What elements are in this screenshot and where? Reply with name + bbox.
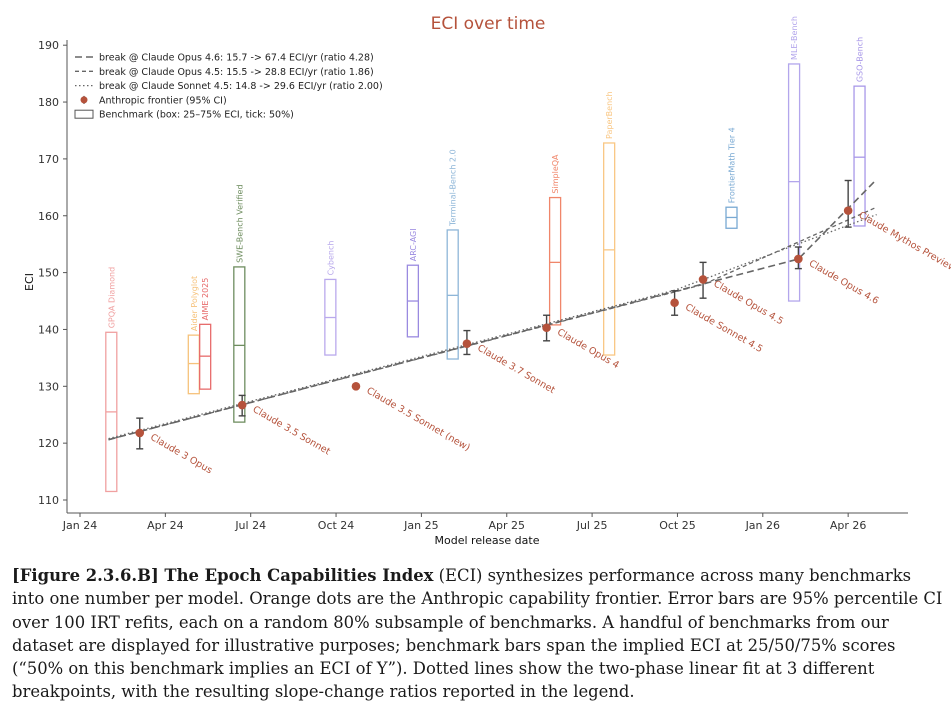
chart-title: ECI over time xyxy=(431,14,546,34)
model-label: Claude 3.7 Sonnet xyxy=(475,343,557,396)
x-tick-label: Jul 24 xyxy=(234,519,266,532)
x-tick-label: Apr 25 xyxy=(488,519,525,532)
model-point xyxy=(462,339,472,348)
legend-entry: Anthropic frontier (95% CI) xyxy=(99,95,227,106)
model-label: Claude 3.5 Sonnet (new) xyxy=(364,385,471,453)
model-point xyxy=(351,382,361,391)
eci-chart: ECI over time GPQA Diamond Aider Polyglot… xyxy=(23,14,951,547)
y-tick-label: 130 xyxy=(38,380,59,393)
caption-text: (ECI) synthesizes performance across man… xyxy=(12,566,943,702)
y-axis-label: ECI xyxy=(23,273,36,291)
legend-entry: break @ Claude Opus 4.5: 15.5 -> 28.8 EC… xyxy=(99,67,374,78)
model-point xyxy=(237,400,247,410)
benchmark-label: AIME 2025 xyxy=(201,278,210,321)
model-points: Claude 3 Opus Claude 3.5 Sonnet Claude 3.5… xyxy=(135,179,951,476)
benchmark-label: Aider Polyglot xyxy=(190,276,199,331)
caption-label: [Figure 2.3.6.B] The Epoch Capabilities … xyxy=(12,566,434,585)
y-tick-label: 190 xyxy=(38,39,59,52)
x-tick-label: Apr 26 xyxy=(830,519,867,532)
benchmark-label: GSO-Bench xyxy=(856,37,865,82)
benchmark-label: MLE-Bench xyxy=(790,16,799,60)
y-tick-label: 150 xyxy=(38,267,59,280)
x-tick-label: Jan 26 xyxy=(745,519,780,532)
legend: break @ Claude Opus 4.6: 15.7 -> 67.4 EC… xyxy=(74,53,383,121)
x-tick-label: Jan 25 xyxy=(403,519,438,532)
fit-line xyxy=(108,206,877,441)
model-point xyxy=(843,206,853,215)
benchmark-box xyxy=(603,142,616,356)
model-point xyxy=(670,298,679,308)
fit-line xyxy=(108,213,877,440)
model-label: Claude Opus 4.5 xyxy=(712,278,786,327)
benchmark-box xyxy=(548,196,562,326)
x-tick-label: Jul 25 xyxy=(576,519,608,532)
axes: 110 120 130 140 150 160 170 180 190 Jan 24 Apr 24 J… xyxy=(38,39,908,532)
y-tick-label: 170 xyxy=(38,153,59,166)
benchmark-boxes: GPQA Diamond Aider Polyglot AIME 2025 SWE-B… xyxy=(105,16,866,493)
legend-entry: break @ Claude Sonnet 4.5: 14.8 -> 29.6 … xyxy=(99,81,383,92)
x-tick-label: Jan 24 xyxy=(62,519,97,532)
benchmark-label: ARC-AGI xyxy=(409,228,418,261)
figure-caption: [Figure 2.3.6.B] The Epoch Capabilities … xyxy=(12,564,947,704)
y-tick-label: 120 xyxy=(38,437,59,450)
fit-line xyxy=(108,178,878,441)
benchmark-label: FrontierMath Tier 4 xyxy=(728,127,737,203)
legend-swatch-box xyxy=(74,109,94,119)
benchmark-label: PaperBench xyxy=(605,91,614,139)
model-point xyxy=(542,323,551,333)
x-tick-label: Oct 25 xyxy=(659,519,696,532)
y-tick-label: 160 xyxy=(38,210,59,223)
benchmark-label: SWE-Bench Verified xyxy=(235,184,244,262)
legend-swatch-point xyxy=(80,96,88,104)
x-tick-label: Apr 24 xyxy=(147,519,184,532)
legend-entry: break @ Claude Opus 4.6: 15.7 -> 67.4 EC… xyxy=(99,53,374,64)
benchmark-box xyxy=(853,85,866,227)
y-tick-label: 140 xyxy=(38,323,59,336)
model-label: Claude 3 Opus xyxy=(148,432,214,476)
legend-entry: Benchmark (box: 25–75% ECI, tick: 50%) xyxy=(99,110,294,121)
model-point xyxy=(135,428,145,438)
x-axis-label: Model release date xyxy=(435,534,540,547)
benchmark-box xyxy=(233,266,246,423)
model-point xyxy=(698,275,708,284)
benchmark-label: Terminal-Bench 2.0 xyxy=(449,149,458,227)
model-label: Claude Mythos Preview xyxy=(857,210,951,275)
benchmark-label: Cybench xyxy=(326,241,335,276)
benchmark-box xyxy=(187,334,200,395)
benchmark-box xyxy=(787,63,801,302)
model-label: Claude Opus 4.6 xyxy=(807,258,881,307)
model-label: Claude 3.5 Sonnet xyxy=(251,404,333,457)
y-tick-label: 180 xyxy=(38,96,59,109)
benchmark-box xyxy=(446,229,459,360)
y-tick-label: 110 xyxy=(38,494,59,507)
x-tick-label: Oct 24 xyxy=(318,519,355,532)
model-point xyxy=(794,254,803,264)
model-label: Claude Opus 4 xyxy=(555,327,621,371)
benchmark-label: GPQA Diamond xyxy=(107,267,116,328)
benchmark-label: SimpleQA xyxy=(551,154,560,194)
